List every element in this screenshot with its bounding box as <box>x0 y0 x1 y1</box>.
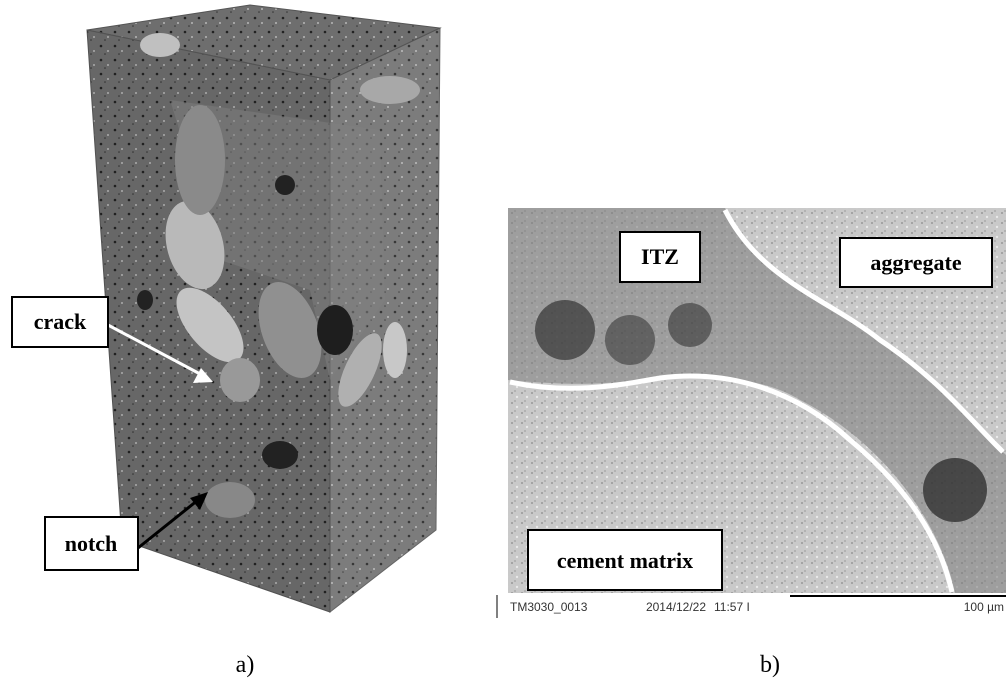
caption: b) <box>760 652 780 678</box>
sem-date: 2014/12/22 <box>646 600 706 614</box>
sem-footer: TM3030_0013 2014/12/22 11:57 I 100 µm <box>497 595 1006 618</box>
sem-time: 11:57 I <box>714 600 750 614</box>
label: notch <box>65 531 118 556</box>
page: {"panel_a": {"labels": {"crack": "crack"… <box>0 0 1006 681</box>
concrete-block <box>87 5 440 612</box>
caption: a) <box>236 652 255 678</box>
sem-id: TM3030_0013 <box>510 600 588 614</box>
label: cement matrix <box>557 548 693 573</box>
label: ITZ <box>641 244 679 269</box>
sem-image: ITZ aggregate cement matrix <box>508 208 1006 593</box>
label: aggregate <box>870 250 961 275</box>
figure: crack notch a) ITZ aggregate cement matr… <box>0 0 1006 681</box>
label: crack <box>34 309 87 334</box>
sem-scale: 100 µm <box>964 600 1004 614</box>
